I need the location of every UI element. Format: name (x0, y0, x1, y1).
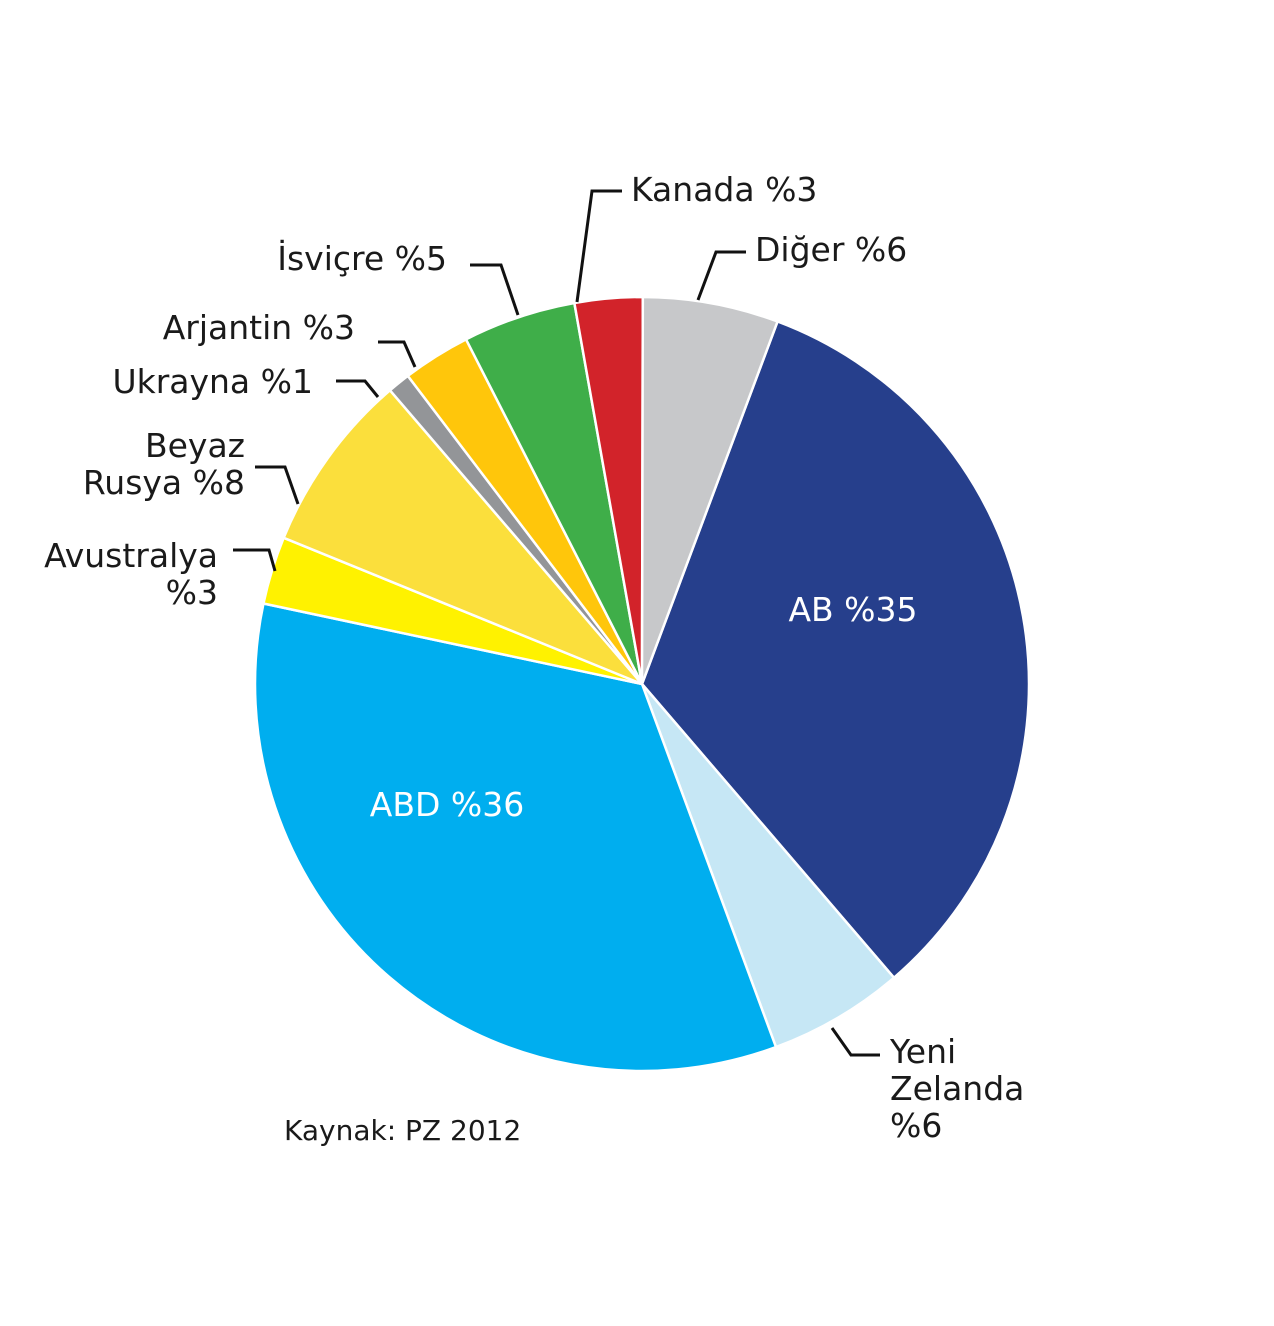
leader-line (336, 379, 380, 398)
leader-line (696, 250, 746, 301)
source-note: Kaynak: PZ 2012 (284, 1114, 521, 1147)
slice-label: Ukrayna %1 (112, 362, 313, 401)
leader-line (255, 465, 300, 505)
leader-line (233, 548, 277, 572)
slice-label: Avustralya %3 (44, 536, 218, 612)
slice-label: AB %35 (788, 590, 917, 629)
slice-label: ABD %36 (370, 785, 524, 824)
slice-label: Kanada %3 (631, 170, 817, 209)
pie-slice (640, 683, 896, 1049)
slice-labels: AB %35 Yeni Zelanda %6 ABD %36 Avustralya %3 Be… (44, 170, 1024, 1145)
pie-slice (640, 295, 780, 685)
slice-label: Yeni Zelanda %6 (889, 1032, 1024, 1145)
pie-slice (253, 601, 778, 1073)
slice-label: Beyaz Rusya %8 (83, 426, 245, 502)
slice-label: İsviçre %5 (277, 239, 447, 278)
slice-label: Arjantin %3 (163, 308, 355, 347)
leader-line (378, 340, 417, 368)
leader-lines (233, 189, 880, 1057)
leader-line (470, 263, 520, 316)
leader-line (575, 189, 622, 303)
leader-line (830, 1027, 880, 1057)
slice-label: Diğer %6 (755, 230, 907, 269)
pie-slices (253, 295, 1031, 1073)
pie-slice (282, 388, 643, 686)
pie-slice (640, 319, 1031, 980)
